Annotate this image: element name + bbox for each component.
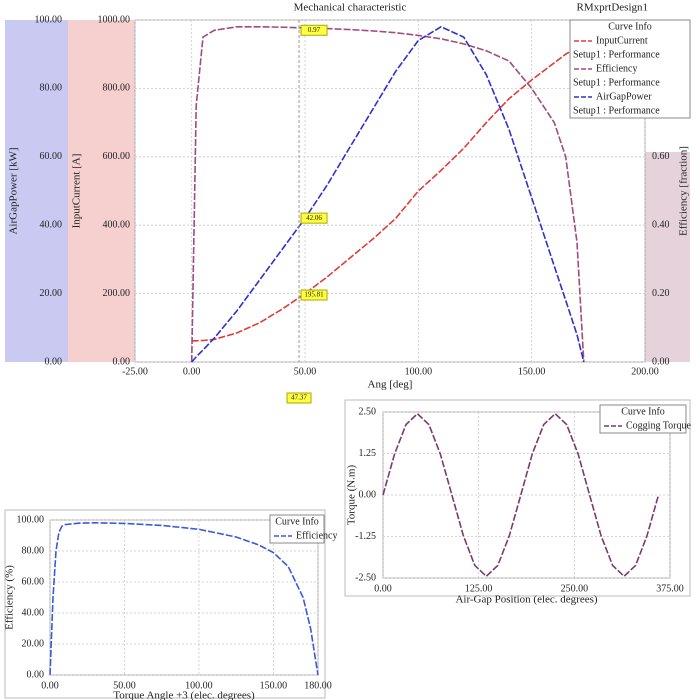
y-axis-label: AirGapPower [kW] [8,147,20,234]
x-tick-label: 180.00 [304,680,332,691]
y-tick-label: 100.00 [17,514,45,525]
y-axis-label: Efficiency [fraction] [678,146,690,236]
y-tick-label: 20.00 [22,638,45,649]
y-tick-label: 80.00 [40,83,63,94]
x-tick-label: 100.00 [185,680,213,691]
legend-box [269,514,325,544]
cursor-value: 195.81 [304,291,324,299]
x-tick-label: 125.00 [465,583,493,594]
series-line [49,521,319,676]
y-tick-label: 0.00 [359,489,377,500]
x-axis-label: Air-Gap Position (elec. degrees) [455,594,597,606]
x-tick-label: 0.00 [41,680,59,691]
x-tick-label: 250.00 [561,583,589,594]
y-tick-label: 0.00 [113,356,131,367]
cursor-x-box [286,392,312,404]
legend-entry: Cogging Torque [626,420,692,431]
y-tick-label: 1000.00 [98,14,131,25]
x-axis-label: Torque Angle +3 (elec. degrees) [113,690,255,700]
y-tick-label: 40.00 [40,219,63,230]
series-line [191,43,585,342]
x-tick-label: -25.00 [122,366,148,377]
cursor-marker [300,212,328,224]
y-tick-label: 0.60 [652,151,670,162]
legend-title: Curve Info [621,406,665,417]
y-tick-label: 0.20 [652,288,670,299]
series-line [190,26,585,363]
x-tick-label: 200.00 [631,366,659,377]
cursor-marker [300,24,328,36]
x-tick-label: 0.00 [374,583,392,594]
y-tick-label: 0.00 [45,356,63,367]
chart-title: Mechanical characteristic [294,2,407,14]
legend-title: Curve Info [275,516,319,527]
series-line [191,25,585,363]
y-tick-label: 800.00 [103,83,131,94]
x-tick-label: 0.00 [183,366,201,377]
x-tick-label: 50.00 [294,366,317,377]
y-tick-label: 200.00 [103,288,131,299]
legend-source: Setup1 : Performance [573,105,660,116]
y-tick-label: 60.00 [22,576,45,587]
y-tick-label: 0.00 [652,356,670,367]
cursor-value: 0.97 [308,26,321,34]
x-axis-label: Ang [deg] [368,379,413,391]
plot-area [134,19,646,363]
legend-title: Curve Info [608,21,652,32]
y-tick-label: 20.00 [40,288,63,299]
axis-band [645,152,690,362]
y-tick-label: 400.00 [103,219,131,230]
axis-band [5,20,68,362]
y-tick-label: 80.00 [22,545,45,556]
x-tick-label: 150.00 [518,366,546,377]
x-tick-label: 150.00 [260,680,288,691]
y-tick-label: 0.40 [652,219,670,230]
y-tick-label: 40.00 [22,607,45,618]
chart-subtitle: RMxprtDesign1 [577,2,649,14]
x-tick-label: 50.00 [113,680,136,691]
plot-area [382,411,671,579]
y-tick-label: 600.00 [103,151,131,162]
cursor-marker [300,289,328,301]
y-tick-label: 100.00 [35,14,63,25]
y-tick-label: 60.00 [40,151,63,162]
y-axis-label: Torque (N.m) [346,465,358,526]
legend-entry: AirGapPower [596,91,652,102]
x-tick-label: 375.00 [656,583,684,594]
legend-box [599,404,687,434]
y-axis-label: Efficiency (%) [4,565,16,630]
y-tick-label: 2.50 [359,406,377,417]
y-tick-label: 1.25 [359,448,377,459]
legend-entry: Efficiency [296,530,337,541]
x-tick-label: 100.00 [405,366,433,377]
axis-band [68,20,135,362]
legend-source: Setup1 : Performance [573,77,660,88]
y-tick-label: -2.50 [355,572,376,583]
y-tick-label: -1.25 [355,531,376,542]
y-axis-label: InputCurrent [A] [71,154,83,229]
cursor-x-label: 47.37 [291,394,307,402]
legend-entry: Efficiency [596,63,637,74]
series-line [382,412,660,578]
legend-source: Setup1 : Performance [573,49,660,60]
cursor-value: 42.06 [306,214,322,222]
y-tick-label: 0.00 [27,669,45,680]
legend-entry: InputCurrent [596,35,648,46]
